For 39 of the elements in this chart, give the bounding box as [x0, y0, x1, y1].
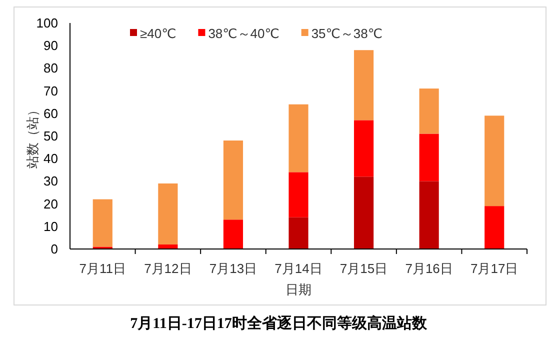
text: 7月11日-17日17时全省逐日不同等级高温站数 [130, 314, 428, 332]
y-tick-label: 30 [44, 174, 58, 189]
bar [354, 176, 374, 249]
legend-label: 35℃～38℃ [311, 26, 382, 41]
x-tick-label: 7月16日 [405, 261, 453, 276]
y-tick-label: 90 [44, 38, 58, 54]
y-axis-title: 站数（站） [25, 104, 40, 168]
bar [419, 134, 439, 182]
bar [223, 140, 244, 220]
legend-label: ≥40℃ [140, 26, 176, 41]
x-tick-label: 7月14日 [274, 261, 322, 276]
y-tick-label: 70 [44, 83, 58, 98]
bar [354, 50, 374, 120]
bar [419, 88, 439, 134]
y-tick-label: 60 [44, 106, 58, 121]
bar [92, 199, 112, 247]
y-tick-label: 80 [44, 60, 58, 76]
bar [288, 217, 308, 249]
y-tick-label: 20 [44, 196, 58, 212]
bar [158, 183, 178, 244]
x-tick-label: 7月17日 [470, 261, 518, 276]
x-tick-label: 7月11日 [79, 261, 126, 276]
x-tick-label: 7月13日 [209, 261, 258, 276]
bar [354, 120, 374, 177]
bar [484, 206, 504, 249]
bar [223, 220, 244, 249]
y-tick-label: 40 [44, 151, 58, 166]
bar [288, 172, 308, 218]
y-tick-label: 50 [44, 128, 58, 144]
x-axis-title: 日期 [286, 282, 312, 297]
y-tick-label: 0 [50, 242, 58, 256]
y-tick-label: 10 [44, 218, 58, 234]
bar [419, 181, 439, 249]
bar [484, 116, 504, 206]
y-tick-label: 100 [36, 16, 58, 30]
legend-label: 38℃～40℃ [208, 26, 280, 41]
bar [288, 104, 308, 172]
x-tick-label: 7月15日 [340, 261, 388, 276]
x-tick-label: 7月12日 [144, 261, 192, 276]
